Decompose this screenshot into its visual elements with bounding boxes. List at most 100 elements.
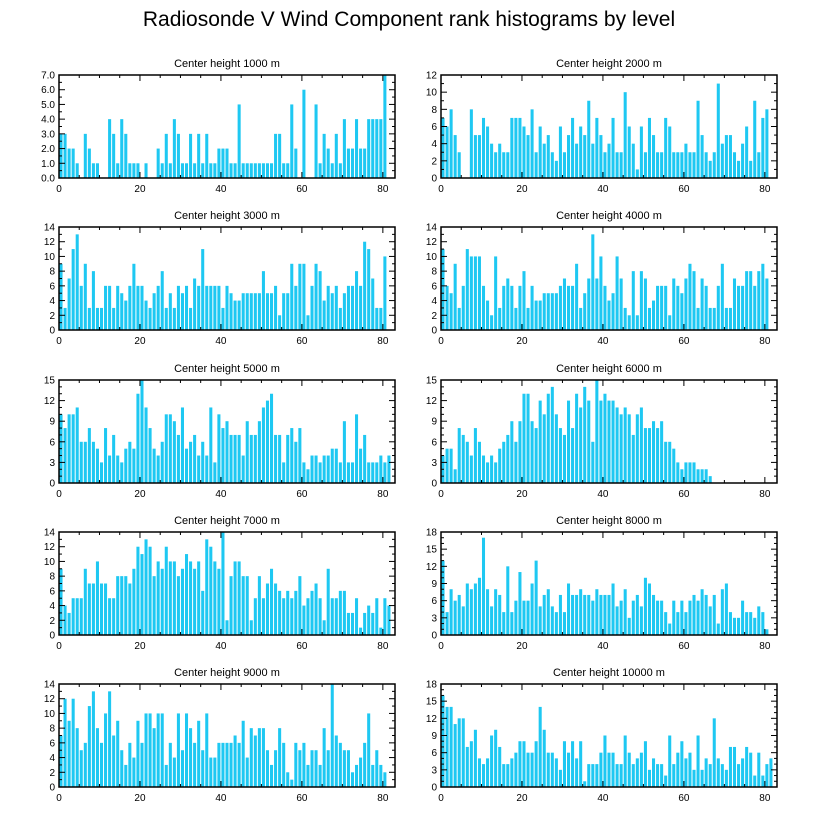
bar xyxy=(209,757,213,787)
panel-8: Center height 8000 m 0 20 40 60 80 0 3 6 9 12 15 18 xyxy=(426,515,778,652)
bar xyxy=(449,706,453,787)
bar xyxy=(486,462,490,483)
x-tick-label: 20 xyxy=(516,336,528,347)
bar xyxy=(571,285,575,330)
bar xyxy=(611,293,615,330)
bar xyxy=(502,441,506,483)
bar xyxy=(338,307,342,330)
bar xyxy=(233,300,237,330)
bar xyxy=(322,455,326,483)
bar xyxy=(83,441,87,483)
bar xyxy=(704,152,708,178)
bar xyxy=(704,469,708,483)
bar xyxy=(193,434,197,483)
bar xyxy=(225,620,229,635)
y-tick-label: 18 xyxy=(426,680,438,691)
y-tick-label: 2 xyxy=(431,311,437,322)
bar xyxy=(128,583,132,635)
bar xyxy=(334,285,338,330)
bar xyxy=(120,462,124,483)
x-tick-label: 20 xyxy=(134,793,146,804)
bar xyxy=(91,271,95,330)
bar xyxy=(445,126,449,178)
panel-10: Center height 10000 m 0 20 40 60 80 0 3 6 9 12 15 18 xyxy=(426,667,778,804)
bar xyxy=(587,594,591,635)
bar xyxy=(583,135,587,178)
bar xyxy=(522,741,526,787)
x-tick-label: 0 xyxy=(56,336,62,347)
bar xyxy=(229,163,233,178)
bar xyxy=(108,691,112,787)
bar xyxy=(490,606,494,635)
bar xyxy=(595,278,599,330)
bar xyxy=(245,293,249,330)
x-tick-label: 60 xyxy=(678,641,690,652)
bar xyxy=(526,135,530,178)
y-tick-label: 0 xyxy=(431,326,437,337)
bar xyxy=(176,576,180,635)
bar xyxy=(257,293,261,330)
bar xyxy=(619,600,623,635)
y-tick-label: 5.0 xyxy=(41,100,55,111)
bar xyxy=(290,779,294,787)
bar xyxy=(741,143,745,178)
bar xyxy=(538,400,542,483)
bar xyxy=(510,117,514,178)
bar xyxy=(257,576,261,635)
bar xyxy=(498,594,502,635)
bar xyxy=(591,441,595,483)
bar xyxy=(387,455,391,483)
bar xyxy=(363,742,367,787)
bar xyxy=(643,577,647,635)
bar xyxy=(205,539,209,635)
bar xyxy=(314,104,318,178)
bar xyxy=(664,775,668,787)
bar xyxy=(367,462,371,483)
bar xyxy=(449,109,453,178)
bar xyxy=(607,594,611,635)
bar xyxy=(704,758,708,787)
bar xyxy=(453,263,457,330)
bar xyxy=(322,620,326,635)
bar xyxy=(765,764,769,787)
bar xyxy=(498,448,502,483)
bar xyxy=(566,752,571,787)
bar xyxy=(144,539,148,635)
bar xyxy=(160,441,164,483)
bar xyxy=(298,750,302,787)
bar xyxy=(619,414,623,483)
bar xyxy=(635,169,639,178)
bar xyxy=(728,307,732,330)
bar xyxy=(310,590,314,635)
y-tick-label: 3 xyxy=(431,458,437,469)
bar xyxy=(522,271,526,330)
bar xyxy=(59,263,63,330)
bar xyxy=(71,598,75,635)
bar xyxy=(571,117,575,178)
bar xyxy=(587,764,591,787)
bar xyxy=(538,706,542,787)
bar xyxy=(302,605,306,635)
bar xyxy=(334,598,338,635)
bar xyxy=(534,428,538,483)
y-tick-label: 12 xyxy=(426,562,438,573)
bar xyxy=(306,598,310,635)
bar xyxy=(737,160,741,178)
bar xyxy=(346,148,350,178)
y-tick-label: 10 xyxy=(44,252,56,263)
x-tick-label: 40 xyxy=(215,489,227,500)
bar xyxy=(314,263,318,330)
bar xyxy=(75,234,79,330)
y-tick-label: 4 xyxy=(49,601,55,612)
bar xyxy=(716,285,720,330)
bar xyxy=(571,428,575,483)
bar xyxy=(591,143,595,178)
bar xyxy=(477,577,481,635)
bar xyxy=(330,598,334,635)
panel-1: Center height 1000 m 0 20 40 60 80 0.0 1.0 2.0 3.… xyxy=(41,58,396,195)
bar xyxy=(518,285,522,330)
bar xyxy=(322,133,326,178)
bar xyxy=(128,742,132,787)
bar xyxy=(481,455,486,483)
